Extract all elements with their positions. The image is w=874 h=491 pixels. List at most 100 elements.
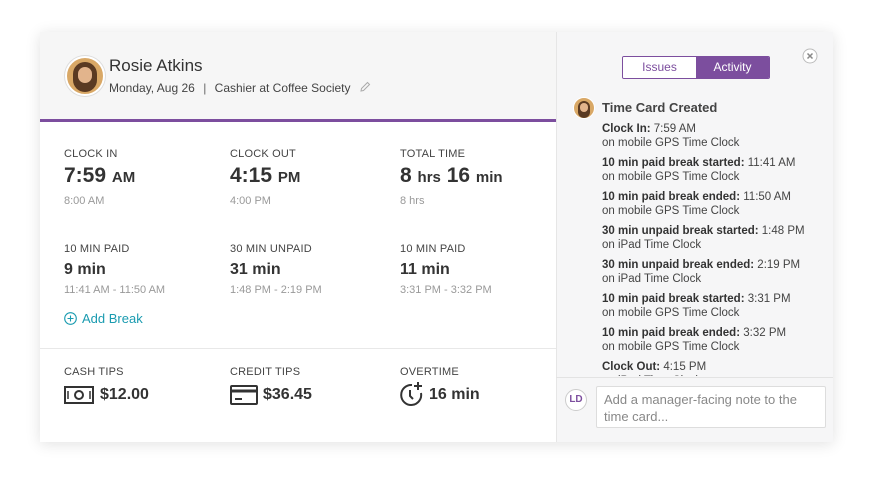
- entry-label: 30 min unpaid break ended:: [602, 259, 755, 271]
- date: Monday, Aug 26: [109, 81, 195, 95]
- activity-entry: 10 min paid break started: 3:31 PM on mob…: [602, 292, 827, 320]
- activity-list: Clock In: 7:59 AM on mobile GPS Time Cloc…: [602, 122, 827, 376]
- entry-line: 30 min unpaid break started: 1:48 PM: [602, 224, 827, 238]
- tabs: Issues Activity: [622, 56, 770, 79]
- break-value: 11 min: [400, 261, 450, 278]
- tip-value: $12.00: [100, 386, 149, 403]
- employee-info: Monday, Aug 26 | Cashier at Coffee Socie…: [109, 81, 371, 95]
- close-button[interactable]: [802, 48, 818, 64]
- unit: hrs: [417, 169, 441, 186]
- entry-time: 7:59 AM: [653, 123, 696, 135]
- entry-time: 3:31 PM: [747, 293, 791, 305]
- time: 4:15: [230, 164, 273, 187]
- break-sub: 11:41 AM - 11:50 AM: [64, 284, 166, 296]
- employee-name: Rosie Atkins: [109, 56, 203, 75]
- break-sub: 1:48 PM - 2:19 PM: [230, 284, 322, 296]
- tab-active[interactable]: Activity: [696, 57, 769, 78]
- activity-title: Time Card Created: [602, 100, 718, 115]
- entry-label: Clock Out:: [602, 361, 661, 373]
- header-divider: [40, 119, 556, 122]
- entry-source: on mobile GPS Time Clock: [602, 171, 740, 183]
- tab[interactable]: Issues: [623, 57, 696, 78]
- clock-in-label: CLOCK IN: [64, 148, 118, 160]
- entry-line: Clock In: 7:59 AM: [602, 122, 827, 136]
- note-input[interactable]: Add a manager-facing note to the time ca…: [596, 386, 826, 428]
- time: 7:59: [64, 164, 107, 187]
- time-card: Rosie Atkins Monday, Aug 26 | Cashier at…: [40, 32, 833, 442]
- activity-entry: Clock In: 7:59 AM on mobile GPS Time Cloc…: [602, 122, 827, 150]
- entry-time: 2:19 PM: [757, 259, 801, 271]
- entry-time: 11:50 AM: [743, 191, 791, 203]
- clock-in-sub: 8:00 AM: [64, 195, 105, 207]
- entry-time: 3:32 PM: [743, 327, 787, 339]
- role: Cashier at Coffee Society: [214, 81, 351, 95]
- plus-icon: [64, 312, 77, 325]
- avatar: [65, 56, 105, 96]
- activity-entry: 10 min paid break ended: 11:50 AM on mobi…: [602, 190, 827, 218]
- entry-time: 11:41 AM: [747, 157, 796, 169]
- total-value: 8 hrs 16 min: [400, 164, 503, 188]
- entry-line: 30 min unpaid break ended: 2:19 PM: [602, 258, 827, 272]
- overtime-label: OVERTIME: [400, 366, 459, 378]
- entry-line: 10 min paid break started: 3:31 PM: [602, 292, 827, 306]
- entry-source: on mobile GPS Time Clock: [602, 341, 740, 353]
- entry-source: on mobile GPS Time Clock: [602, 205, 740, 217]
- entry-label: 10 min paid break started:: [602, 157, 745, 169]
- hours: 8: [400, 164, 412, 187]
- entry-label: Clock In:: [602, 123, 651, 135]
- entry-source: on mobile GPS Time Clock: [602, 137, 740, 149]
- header: [40, 32, 556, 120]
- entry-source: on iPad Time Clock: [602, 273, 702, 285]
- break-label: 30 MIN UNPAID: [230, 243, 312, 255]
- activity-avatar: [573, 97, 595, 119]
- clock-out-sub: 4:00 PM: [230, 195, 271, 207]
- card-icon: [230, 385, 258, 405]
- user-initials: LD: [565, 389, 587, 411]
- break-value: 9 min: [64, 261, 106, 278]
- tip-label: CASH TIPS: [64, 366, 124, 378]
- break-sub: 3:31 PM - 3:32 PM: [400, 284, 492, 296]
- entry-label: 10 min paid break ended:: [602, 327, 741, 339]
- entry-source: on iPad Time Clock: [602, 239, 702, 251]
- entry-label: 10 min paid break started:: [602, 293, 745, 305]
- clock-out-label: CLOCK OUT: [230, 148, 296, 160]
- break-value: 31 min: [230, 261, 281, 278]
- minutes: 16: [446, 164, 471, 187]
- unit: PM: [277, 169, 301, 186]
- side-panel: [556, 32, 833, 442]
- entry-label: 10 min paid break ended:: [602, 191, 741, 203]
- entry-line: 10 min paid break started: 11:41 AM: [602, 156, 827, 170]
- unit: AM: [111, 169, 136, 186]
- activity-entry: 30 min unpaid break started: 1:48 PM on i…: [602, 224, 827, 252]
- entry-label: 30 min unpaid break started:: [602, 225, 759, 237]
- break-label: 10 MIN PAID: [400, 243, 466, 255]
- divider: [40, 348, 556, 349]
- clock-in-value: 7:59 AM: [64, 164, 135, 188]
- activity-entry: 10 min paid break ended: 3:32 PM on mobil…: [602, 326, 827, 354]
- edit-icon[interactable]: [359, 81, 371, 93]
- entry-time: 1:48 PM: [761, 225, 805, 237]
- entry-line: 10 min paid break ended: 11:50 AM: [602, 190, 827, 204]
- unit: min: [475, 169, 503, 186]
- entry-line: Clock Out: 4:15 PM: [602, 360, 827, 374]
- add-break-text: Add Break: [82, 311, 143, 326]
- separator: |: [203, 81, 207, 95]
- divider: [556, 377, 833, 378]
- cash-icon: [64, 386, 94, 404]
- add-break[interactable]: Add Break: [64, 311, 143, 326]
- overtime-value: 16 min: [429, 386, 480, 403]
- entry-source: on iPad Time Clock: [602, 374, 827, 376]
- break-label: 10 MIN PAID: [64, 243, 130, 255]
- entry-time: 4:15 PM: [663, 361, 707, 373]
- total-label: TOTAL TIME: [400, 148, 466, 160]
- entry-source: on mobile GPS Time Clock: [602, 307, 740, 319]
- tip-label: CREDIT TIPS: [230, 366, 301, 378]
- tip-value: $36.45: [263, 386, 312, 403]
- clock-out-value: 4:15 PM: [230, 164, 300, 188]
- total-sub: 8 hrs: [400, 195, 425, 207]
- activity-entry: 10 min paid break started: 11:41 AM on mo…: [602, 156, 827, 184]
- entry-line: 10 min paid break ended: 3:32 PM: [602, 326, 827, 340]
- activity-entry: 30 min unpaid break ended: 2:19 PM on iPa…: [602, 258, 827, 286]
